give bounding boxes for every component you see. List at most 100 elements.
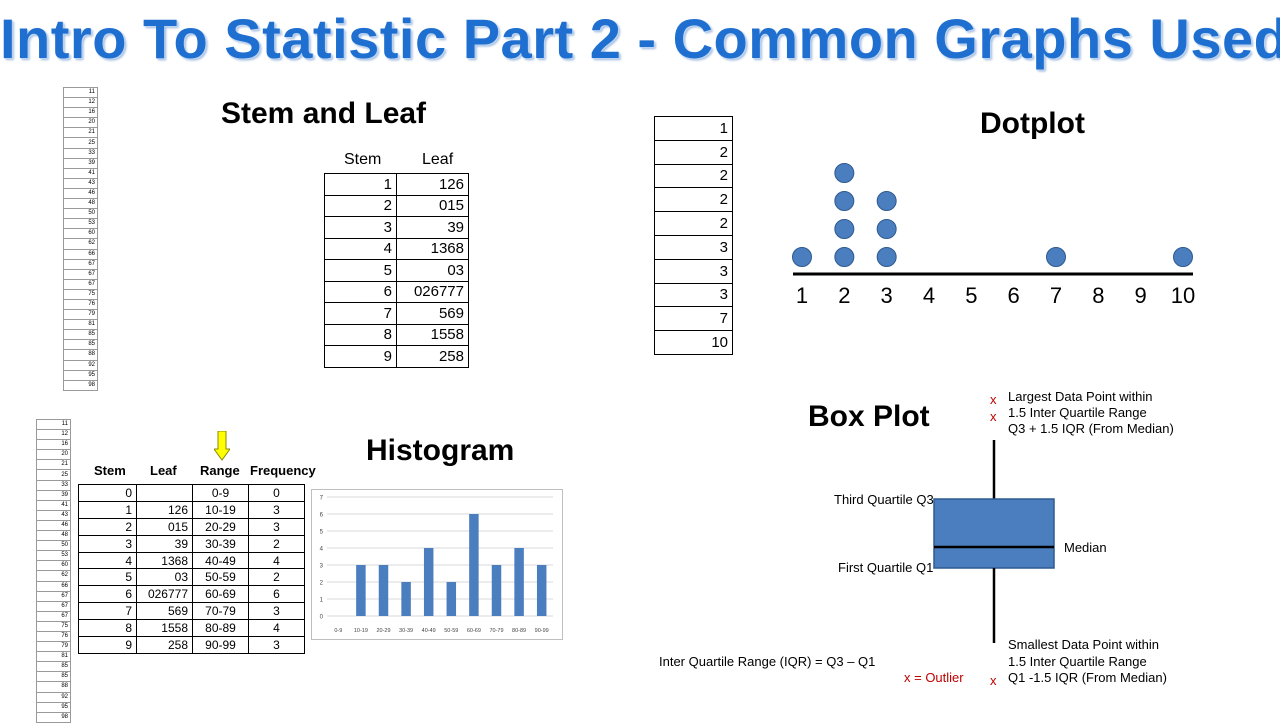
dotplot-dot (834, 163, 855, 183)
stem-leaf-table: 1 126 2 015 3 39 4 1368 5 03 6 026777 7 569 8 1558 9 258 (324, 173, 469, 368)
raw-data-cell: 21 (36, 459, 71, 471)
frequency-row: 5 03 50-59 2 (78, 568, 305, 587)
raw-data-row: 43 (63, 177, 98, 189)
raw-data-cell: 20 (63, 117, 98, 129)
raw-data-row: 33 (63, 147, 98, 159)
stem-cell: 5 (324, 259, 397, 282)
dotplot-dot (834, 247, 855, 267)
down-arrow-icon (213, 430, 231, 466)
stem-leaf-row: 9 258 (324, 345, 469, 368)
raw-data-row: 48 (63, 198, 98, 210)
hist-leaf-cell: 39 (136, 534, 193, 553)
hist-range-cell: 20-29 (192, 517, 249, 536)
raw-data-cell: 76 (36, 630, 71, 643)
hist-range-cell: 30-39 (192, 534, 249, 553)
hist-stem-cell: 5 (78, 568, 137, 587)
hist-stem-cell: 7 (78, 602, 137, 621)
dotplot-data-row: 2 (654, 187, 733, 213)
hist-stem-cell: 0 (78, 484, 137, 502)
dotplot-axis-label: 1 (796, 283, 808, 308)
hist-leaf-cell: 569 (136, 602, 193, 621)
raw-data-cell: 88 (63, 349, 98, 361)
raw-data-cell: 41 (36, 499, 71, 511)
raw-data-row: 11 (63, 86, 98, 99)
raw-data-table: 11 12 16 20 21 25 33 39 41 43 46 48 50 53 60 62 66 67 67 67… (63, 86, 98, 391)
histogram-heading: Histogram (366, 434, 515, 467)
hist-range-cell: 0-9 (192, 484, 249, 502)
dotplot-axis-label: 7 (1050, 283, 1062, 308)
raw-data-cell: 95 (36, 701, 71, 713)
raw-data-row: 62 (36, 570, 71, 582)
raw-data-row: 25 (36, 469, 71, 481)
outlier-marker-top-1: x (990, 392, 997, 407)
dotplot-axis-label: 6 (1008, 283, 1020, 308)
frequency-row: 6 026777 60-69 6 (78, 585, 305, 604)
histogram-y-tick: 5 (320, 530, 324, 536)
outlier-marker-top-2: x (990, 409, 997, 424)
frequency-row: 3 39 30-39 2 (78, 534, 305, 553)
raw-data-column-bottom: 11 12 16 20 21 25 33 39 41 43 46 48 50 53 60 62 66 67 67 67… (36, 418, 71, 723)
hist-frequency-cell: 3 (248, 636, 305, 654)
dotplot-dot (876, 247, 897, 267)
histogram-x-tick: 10-19 (354, 628, 368, 634)
raw-data-row: 60 (63, 228, 98, 240)
hist-stem-cell: 2 (78, 517, 137, 536)
raw-data-row: 20 (63, 117, 98, 129)
raw-data-cell: 11 (63, 86, 98, 99)
stem-cell: 6 (324, 280, 397, 303)
raw-data-row: 48 (36, 530, 71, 542)
raw-data-cell: 62 (36, 570, 71, 582)
raw-data-cell: 85 (63, 339, 98, 351)
raw-data-cell: 11 (36, 418, 71, 431)
raw-data-row: 21 (63, 127, 98, 139)
hist-leaf-cell: 03 (136, 568, 193, 587)
raw-data-row: 76 (36, 630, 71, 643)
hist-table-wrap: 0 0-9 0 1 126 10-19 3 2 015 20-29 3 3 39 30-39 2 4 1368 4… (78, 484, 305, 654)
raw-data-row: 41 (36, 499, 71, 511)
histogram-bar (446, 582, 457, 616)
raw-data-row: 79 (63, 309, 98, 321)
stem-cell: 2 (324, 194, 397, 217)
raw-data-row: 66 (63, 248, 98, 260)
stem-leaf-row: 7 569 (324, 302, 469, 325)
box (933, 498, 1055, 569)
leaf-cell: 569 (396, 302, 469, 325)
histogram-y-tick: 4 (320, 547, 324, 553)
dotplot-axis-label: 4 (923, 283, 935, 308)
dotplot-data-cell: 2 (654, 187, 733, 213)
raw-data-row: 43 (36, 509, 71, 521)
frequency-row: 0 0-9 0 (78, 484, 305, 502)
raw-data-cell: 67 (63, 278, 98, 290)
hist-leaf-cell: 015 (136, 517, 193, 536)
raw-data-row: 20 (36, 449, 71, 461)
raw-data-row: 85 (63, 339, 98, 351)
hist-leaf-cell: 126 (136, 500, 193, 519)
stem-column-header: Stem (344, 151, 382, 168)
raw-data-cell: 66 (63, 248, 98, 260)
raw-data-cell: 79 (36, 641, 71, 653)
raw-data-row: 85 (63, 329, 98, 341)
dotplot-axis-label: 2 (838, 283, 850, 308)
raw-data-row: 39 (36, 489, 71, 501)
dotplot-data-row: 3 (654, 234, 733, 260)
histogram-x-tick: 40-49 (422, 628, 436, 634)
dotplot-data-row: 7 (654, 306, 733, 332)
dotplot-data-row: 2 (654, 211, 733, 236)
histogram-x-tick: 20-29 (376, 628, 390, 634)
hist-stem-cell: 6 (78, 585, 137, 604)
outlier-legend: x = Outlier (904, 670, 964, 685)
raw-data-cell: 95 (63, 369, 98, 381)
raw-data-row: 81 (36, 651, 71, 663)
histogram-bar (491, 565, 502, 616)
dotplot-data-row: 2 (654, 139, 733, 165)
leaf-column-header: Leaf (422, 151, 454, 168)
histogram-bar (536, 565, 547, 616)
outlier-marker-bottom: x (990, 673, 997, 688)
stem-cell: 7 (324, 302, 397, 325)
hist-frequency-header: Frequency (250, 463, 316, 478)
largest-point-line-3: Q3 + 1.5 IQR (From Median) (1008, 421, 1174, 436)
boxplot-chart (933, 440, 1055, 643)
raw-data-row: 46 (36, 519, 71, 532)
raw-data-row: 41 (63, 167, 98, 179)
raw-data-row: 67 (36, 590, 71, 602)
